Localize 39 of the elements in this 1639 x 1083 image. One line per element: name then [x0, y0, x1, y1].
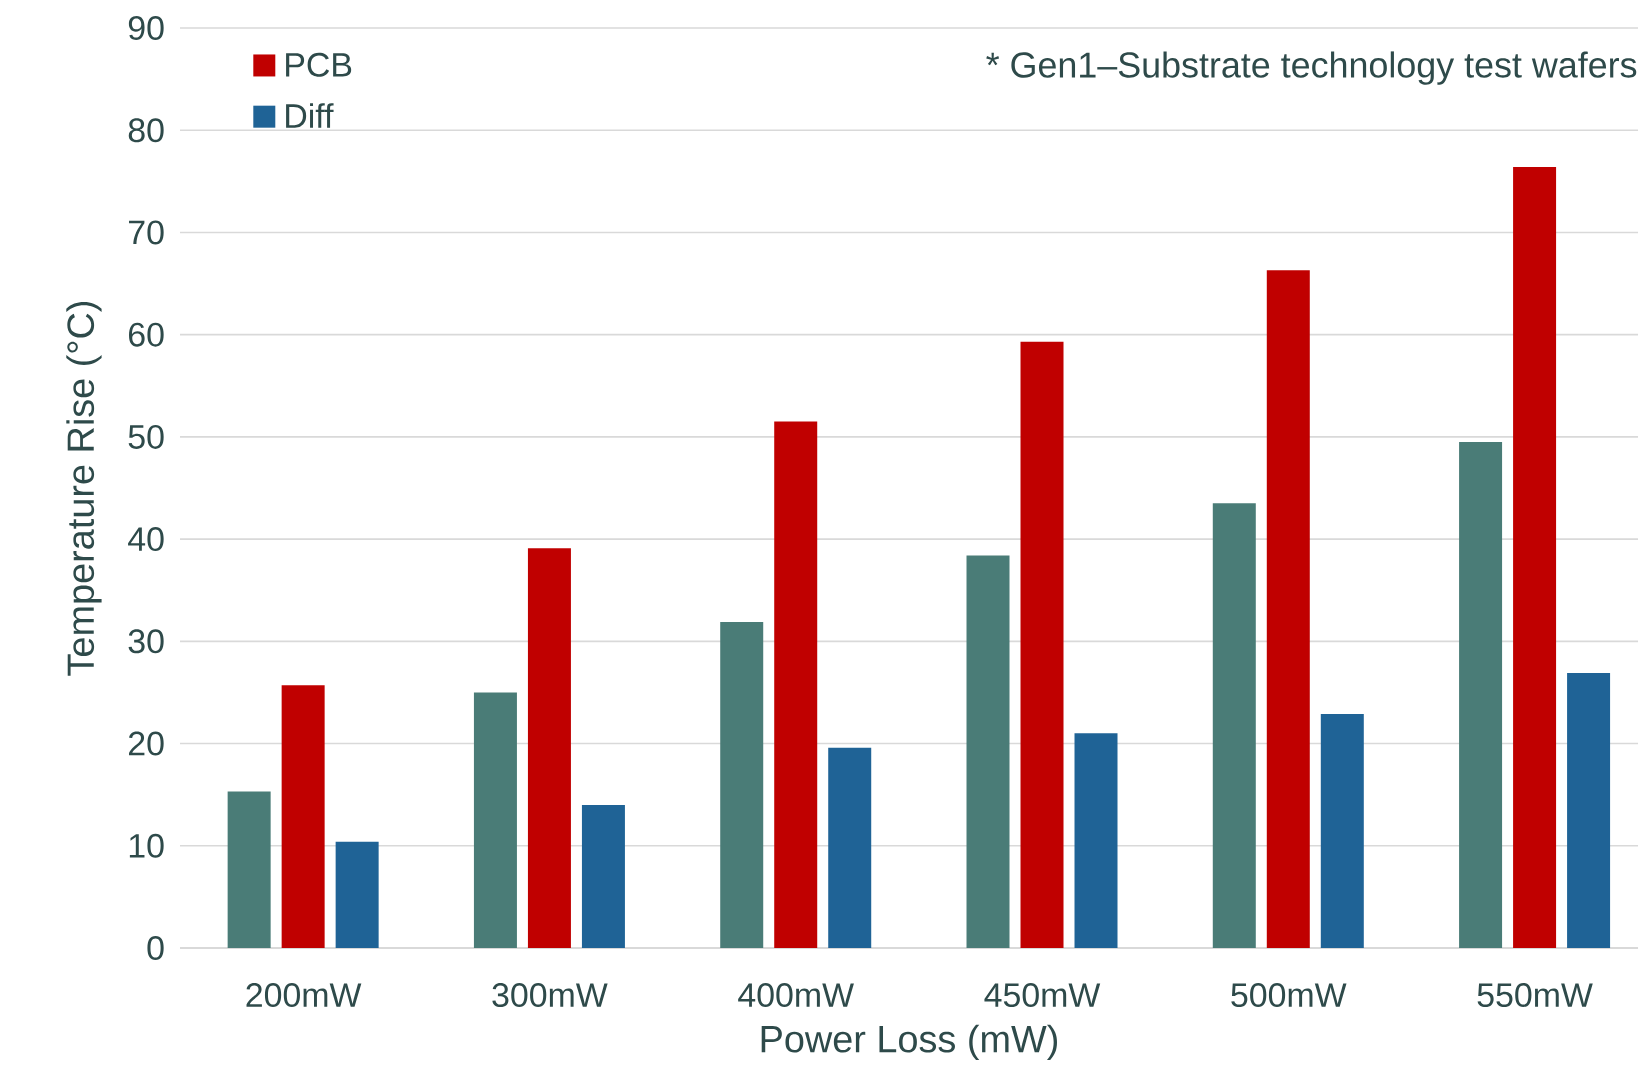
x-axis-title: Power Loss (mW)	[761, 1024, 1057, 1060]
x-tick-label: 200mW	[246, 983, 362, 1008]
y-tick-label: 20	[129, 731, 164, 756]
bar	[527, 548, 571, 948]
bar	[1567, 673, 1611, 948]
y-tick-label: 30	[128, 629, 164, 654]
y-tick-label: 70	[129, 220, 164, 245]
x-tick-label: 550mW	[1477, 983, 1593, 1008]
bar	[473, 692, 517, 948]
x-tick-label: 500mW	[1231, 983, 1347, 1008]
y-tick-label: 80	[128, 118, 164, 143]
y-tick-label: 50	[128, 424, 164, 449]
x-tick-label: 450mW	[984, 983, 1101, 1008]
bar	[335, 841, 379, 948]
bar	[1513, 167, 1557, 948]
bar	[966, 555, 1010, 948]
bar	[774, 421, 818, 948]
y-tick-label: 40	[128, 527, 164, 552]
y-tick-label: 10	[129, 833, 164, 858]
bar	[281, 685, 325, 948]
bar	[1020, 341, 1064, 948]
bar	[1266, 270, 1310, 948]
bar	[227, 791, 271, 948]
y-tick-label: 90	[128, 16, 164, 41]
bar	[828, 747, 872, 948]
bar	[1320, 713, 1364, 948]
legend-label: PCB	[286, 52, 352, 77]
bar	[1074, 733, 1118, 948]
bar	[1212, 503, 1256, 948]
x-tick-label: 400mW	[738, 983, 854, 1008]
bar	[581, 804, 625, 948]
bar	[1459, 442, 1503, 948]
annotation: * Gen1–Substrate technology test wafers	[986, 51, 1637, 85]
legend-label: Diff	[286, 103, 334, 128]
x-tick-label: 300mW	[492, 983, 608, 1008]
y-tick-label: 60	[129, 322, 164, 347]
y-axis-title: Temperature Rise (°C)	[66, 301, 102, 676]
bar	[720, 621, 764, 948]
y-tick-label: 0	[147, 936, 164, 960]
